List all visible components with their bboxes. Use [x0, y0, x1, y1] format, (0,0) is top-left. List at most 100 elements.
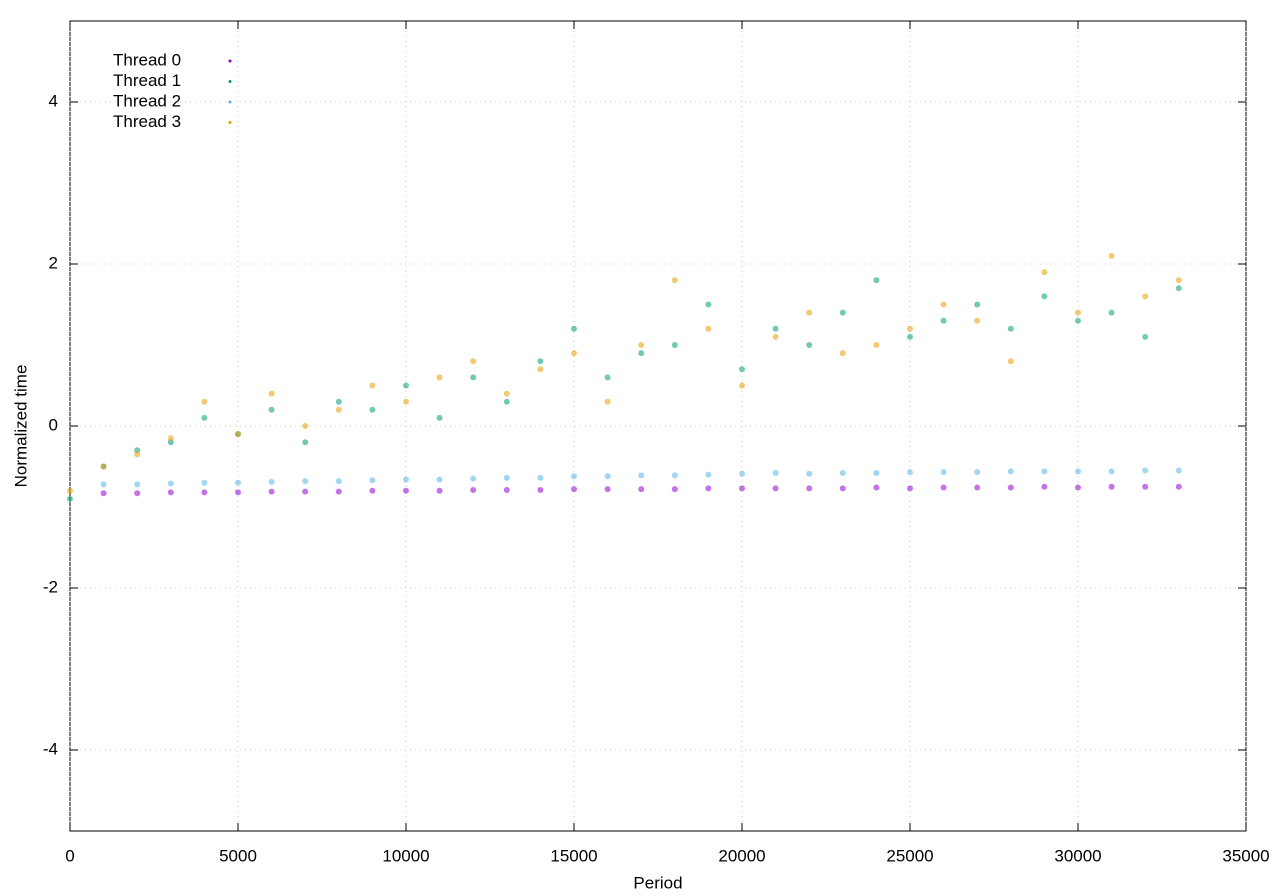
- point: [873, 277, 880, 284]
- point: [235, 431, 241, 438]
- point: [772, 333, 779, 340]
- x-tick-label: 25000: [886, 846, 933, 865]
- point: [839, 485, 846, 492]
- point: [907, 485, 913, 492]
- point: [705, 471, 712, 478]
- y-tick-label: -4: [43, 739, 58, 758]
- point: [335, 398, 342, 405]
- point: [302, 439, 309, 446]
- point: [1041, 293, 1048, 300]
- point: [537, 474, 544, 481]
- point: [537, 486, 544, 493]
- point: [470, 358, 477, 365]
- point: [201, 479, 208, 486]
- point: [772, 485, 779, 492]
- point: [671, 277, 678, 284]
- point: [638, 486, 645, 493]
- y-tick-label: -2: [43, 577, 58, 596]
- point: [1175, 277, 1182, 284]
- point: [1175, 483, 1182, 490]
- point: [940, 469, 947, 476]
- point: [974, 484, 981, 491]
- point: [1075, 468, 1081, 475]
- x-tick-label: 0: [65, 846, 74, 865]
- legend-label: Thread 3: [113, 112, 181, 131]
- point: [201, 414, 208, 421]
- point: [67, 495, 73, 502]
- point: [571, 325, 577, 332]
- x-axis-label: Period: [633, 873, 682, 892]
- point: [1007, 484, 1014, 491]
- point: [940, 484, 947, 491]
- point: [604, 374, 611, 381]
- point: [100, 481, 107, 488]
- point: [369, 406, 376, 413]
- point: [907, 325, 913, 332]
- point: [470, 486, 477, 493]
- point: [403, 382, 409, 389]
- point: [940, 317, 947, 324]
- point: [1142, 333, 1149, 340]
- point: [873, 342, 880, 348]
- point: [302, 423, 309, 429]
- point: [403, 487, 409, 494]
- point: [638, 472, 645, 479]
- point: [1075, 309, 1081, 316]
- point: [671, 472, 678, 479]
- point: [470, 374, 477, 381]
- legend-label: Thread 2: [113, 91, 181, 110]
- y-tick-label: 0: [49, 415, 58, 434]
- point: [604, 473, 611, 480]
- point: [436, 374, 443, 381]
- point: [369, 487, 376, 494]
- legend-swatch: [228, 121, 232, 124]
- point: [638, 350, 645, 357]
- point: [671, 486, 678, 493]
- point: [974, 469, 981, 476]
- point: [772, 325, 779, 332]
- point: [1108, 309, 1115, 316]
- point: [537, 358, 544, 365]
- point: [503, 486, 510, 493]
- point: [1175, 467, 1182, 474]
- point: [638, 342, 645, 348]
- point: [1142, 467, 1149, 474]
- point: [940, 301, 947, 308]
- point: [167, 480, 174, 487]
- y-tick-label: 4: [49, 91, 58, 110]
- x-tick-label: 15000: [550, 846, 597, 865]
- point: [873, 469, 880, 476]
- point: [268, 390, 275, 397]
- point: [1007, 358, 1014, 365]
- point: [705, 325, 712, 332]
- point: [134, 451, 141, 458]
- point: [436, 487, 443, 494]
- point: [335, 406, 342, 413]
- point: [100, 463, 107, 470]
- point: [739, 485, 745, 492]
- point: [503, 398, 510, 405]
- x-tick-label: 10000: [382, 846, 429, 865]
- point: [604, 486, 611, 493]
- point: [806, 342, 813, 348]
- point: [1108, 483, 1115, 490]
- point: [839, 309, 846, 316]
- point: [436, 414, 443, 421]
- point: [1007, 468, 1014, 475]
- marks: [67, 252, 1182, 502]
- point: [369, 382, 376, 389]
- point: [974, 301, 981, 308]
- point: [503, 474, 510, 481]
- point: [974, 317, 981, 324]
- point: [806, 309, 813, 316]
- point: [907, 469, 913, 476]
- point: [201, 398, 208, 405]
- legend-label: Thread 1: [113, 71, 181, 90]
- point: [436, 476, 443, 483]
- point: [1108, 468, 1115, 475]
- point: [235, 489, 241, 496]
- point: [739, 382, 745, 389]
- point: [1007, 325, 1014, 332]
- point: [503, 390, 510, 397]
